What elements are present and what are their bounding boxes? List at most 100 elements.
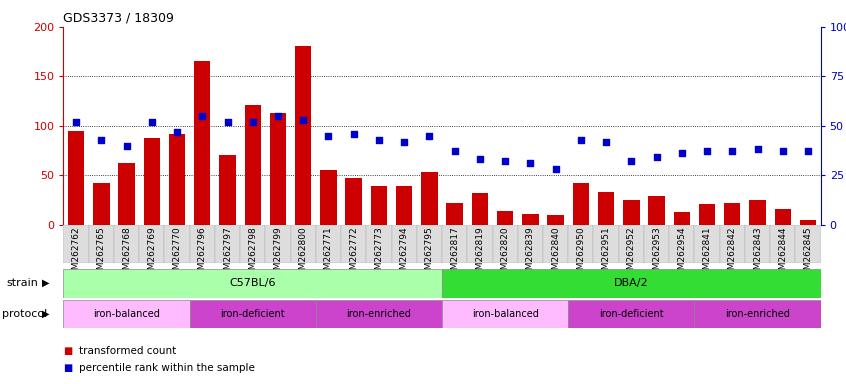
Bar: [270, 113, 286, 225]
Text: GSM262796: GSM262796: [198, 227, 206, 281]
Point: [296, 117, 310, 123]
Bar: [144, 137, 160, 225]
Point: [423, 132, 437, 139]
Bar: [648, 196, 665, 225]
Point: [272, 113, 285, 119]
Point: [321, 132, 335, 139]
Bar: [366, 225, 392, 263]
Point: [750, 146, 764, 152]
Bar: [244, 105, 261, 225]
Text: ■: ■: [63, 346, 73, 356]
Text: GSM262800: GSM262800: [299, 227, 308, 281]
Bar: [190, 225, 215, 263]
Bar: [695, 300, 821, 328]
Text: iron-balanced: iron-balanced: [472, 309, 539, 319]
Text: iron-enriched: iron-enriched: [347, 309, 411, 319]
Text: ▶: ▶: [42, 278, 49, 288]
Bar: [624, 200, 640, 225]
Bar: [442, 269, 821, 298]
Text: ■: ■: [63, 363, 73, 373]
Text: iron-balanced: iron-balanced: [93, 309, 160, 319]
Bar: [492, 225, 518, 263]
Bar: [593, 225, 618, 263]
Bar: [775, 209, 791, 225]
Bar: [799, 220, 816, 225]
Point: [524, 160, 537, 166]
Bar: [118, 163, 135, 225]
Text: GSM262799: GSM262799: [273, 227, 283, 281]
Text: GSM262773: GSM262773: [375, 227, 383, 281]
Bar: [547, 215, 563, 225]
Text: GSM262770: GSM262770: [173, 227, 182, 281]
Text: GSM262845: GSM262845: [804, 227, 812, 281]
Bar: [290, 225, 316, 263]
Bar: [396, 186, 412, 225]
Point: [347, 131, 360, 137]
Point: [498, 158, 512, 164]
Text: GSM262841: GSM262841: [702, 227, 711, 281]
Bar: [63, 269, 442, 298]
Text: GSM262771: GSM262771: [324, 227, 333, 281]
Point: [650, 154, 663, 161]
Bar: [417, 225, 442, 263]
Text: GSM262840: GSM262840: [551, 227, 560, 281]
Bar: [63, 225, 89, 263]
Bar: [321, 170, 337, 225]
Text: GSM262954: GSM262954: [678, 227, 686, 281]
Point: [246, 119, 260, 125]
Point: [372, 137, 386, 143]
Point: [69, 119, 83, 125]
Point: [120, 142, 134, 149]
Bar: [673, 212, 690, 225]
Text: GSM262794: GSM262794: [399, 227, 409, 281]
Point: [599, 139, 613, 145]
Text: GSM262842: GSM262842: [728, 227, 737, 281]
Text: GSM262762: GSM262762: [72, 227, 80, 281]
Bar: [68, 131, 85, 225]
Point: [726, 148, 739, 154]
Bar: [442, 225, 467, 263]
Text: transformed count: transformed count: [79, 346, 176, 356]
Text: GSM262950: GSM262950: [576, 227, 585, 281]
Point: [448, 148, 461, 154]
Text: GSM262768: GSM262768: [122, 227, 131, 281]
Text: GSM262769: GSM262769: [147, 227, 157, 281]
Bar: [598, 192, 614, 225]
Bar: [795, 225, 821, 263]
Bar: [750, 200, 766, 225]
Bar: [190, 300, 316, 328]
Bar: [770, 225, 795, 263]
Text: GSM262951: GSM262951: [602, 227, 611, 281]
Text: GSM262765: GSM262765: [96, 227, 106, 281]
Point: [95, 137, 108, 143]
Bar: [644, 225, 669, 263]
Bar: [573, 183, 589, 225]
Bar: [345, 178, 362, 225]
Text: GSM262843: GSM262843: [753, 227, 762, 281]
Point: [195, 113, 209, 119]
Bar: [341, 225, 366, 263]
Bar: [744, 225, 770, 263]
Text: protocol: protocol: [2, 309, 47, 319]
Bar: [442, 300, 569, 328]
Bar: [114, 225, 139, 263]
Point: [398, 139, 411, 145]
Text: iron-deficient: iron-deficient: [221, 309, 285, 319]
Text: GSM262798: GSM262798: [248, 227, 257, 281]
Point: [574, 137, 588, 143]
Text: GSM262844: GSM262844: [778, 227, 788, 281]
Bar: [215, 225, 240, 263]
Bar: [522, 214, 539, 225]
Point: [473, 156, 486, 162]
Bar: [371, 186, 387, 225]
Bar: [720, 225, 744, 263]
Text: GSM262819: GSM262819: [475, 227, 485, 281]
Text: GSM262797: GSM262797: [223, 227, 232, 281]
Text: DBA/2: DBA/2: [614, 278, 649, 288]
Text: GSM262772: GSM262772: [349, 227, 358, 281]
Point: [145, 119, 158, 125]
Bar: [618, 225, 644, 263]
Text: iron-deficient: iron-deficient: [599, 309, 663, 319]
Text: strain: strain: [7, 278, 39, 288]
Bar: [447, 203, 463, 225]
